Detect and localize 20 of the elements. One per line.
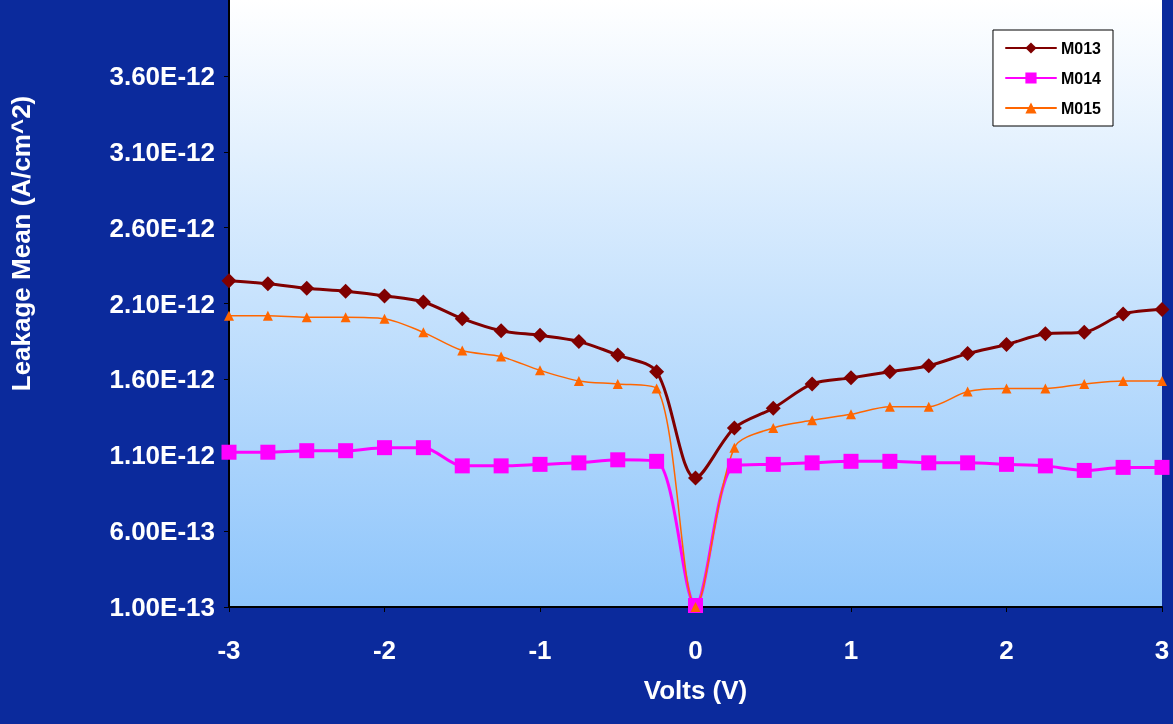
x-axis-title: Volts (V)	[643, 675, 748, 705]
x-tick-label: 0	[688, 635, 703, 665]
y-tick-label: 3.60E-12	[109, 60, 215, 91]
x-tick-label: 1	[843, 635, 859, 665]
x-tick-label: -2	[372, 635, 397, 665]
legend-label: M014	[1060, 69, 1102, 87]
y-tick-label: 6.00E-13	[109, 516, 215, 547]
legend-label: M013	[1060, 39, 1102, 57]
x-tick-label: -3	[217, 635, 241, 665]
y-tick-label: 2.10E-12	[109, 288, 215, 319]
x-tick-label: 3	[1154, 635, 1170, 665]
y-tick-label: 1.10E-12	[109, 440, 215, 471]
y-tick-label: 1.00E-13	[109, 592, 215, 622]
y-axis-title: Leakage Mean (A/cm^2)	[6, 95, 36, 392]
y-tick-label: 1.60E-12	[109, 364, 215, 395]
y-tick-label: 3.10E-12	[109, 136, 215, 167]
legend-label: M015	[1060, 99, 1102, 117]
x-tick-label: 2	[999, 635, 1014, 665]
y-tick-label: 2.60E-12	[109, 212, 215, 243]
x-tick-label: -1	[528, 635, 552, 665]
